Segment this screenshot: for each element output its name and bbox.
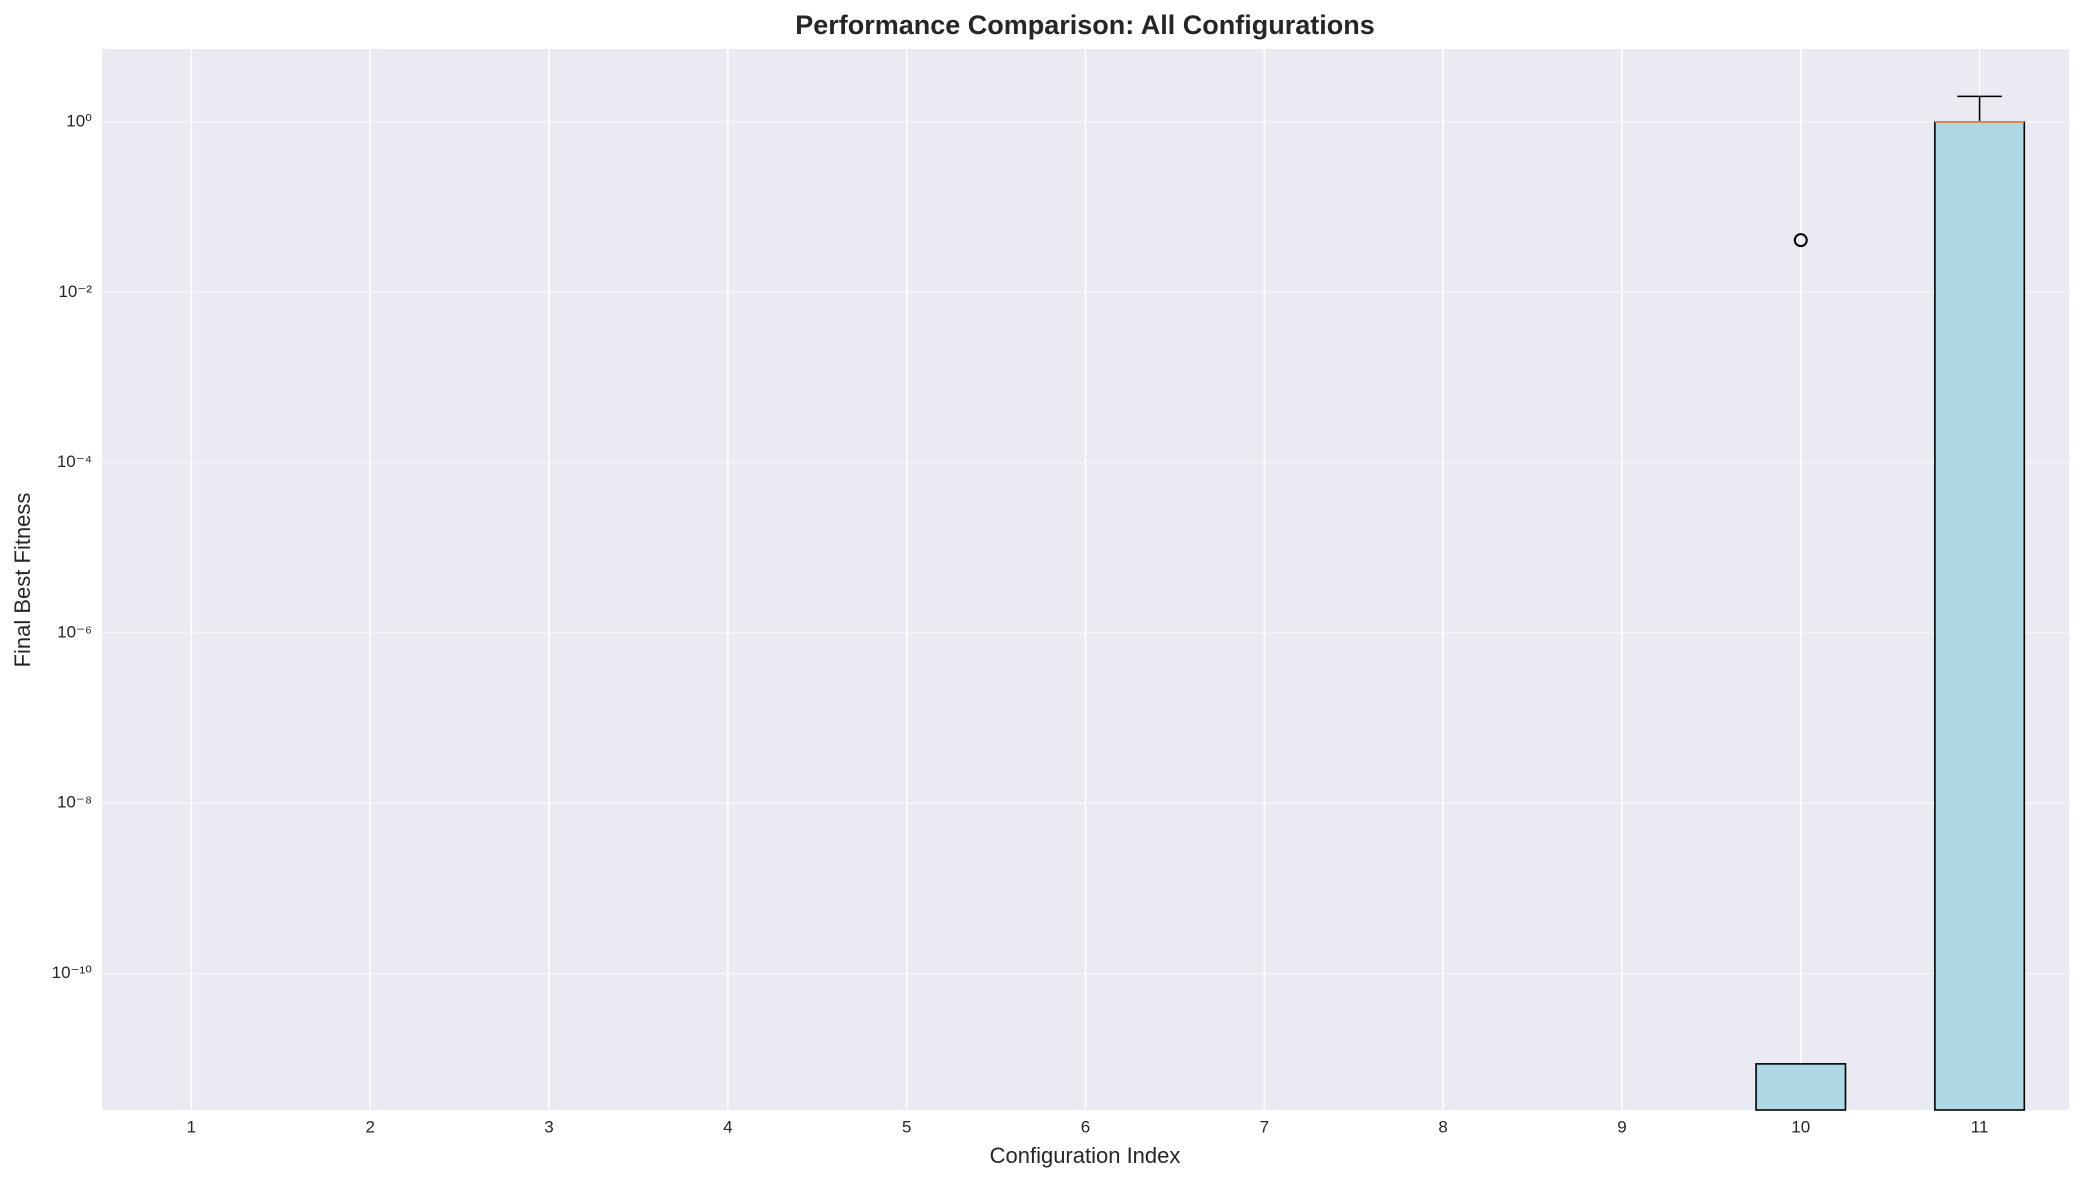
y-axis-label: Final Best Fitness <box>10 493 35 668</box>
x-tick-label: 10 <box>1791 1117 1810 1136</box>
x-tick-label: 11 <box>1971 1117 1989 1136</box>
y-tick-label: 10⁻¹⁰ <box>52 963 93 982</box>
y-tick-label: 10⁻⁶ <box>57 622 92 641</box>
x-tick-label: 4 <box>723 1117 732 1136</box>
chart-title: Performance Comparison: All Configuratio… <box>795 10 1375 40</box>
y-tick-label: 10⁰ <box>66 111 92 130</box>
x-tick-label: 6 <box>1081 1117 1090 1136</box>
x-tick-label: 2 <box>365 1117 374 1136</box>
x-axis-label: Configuration Index <box>990 1143 1181 1168</box>
outlier <box>1793 233 1808 248</box>
y-tick-label: 10⁻⁴ <box>57 452 92 471</box>
x-tick-label: 3 <box>544 1117 553 1136</box>
x-tick-label: 7 <box>1260 1117 1269 1136</box>
box <box>1934 121 2026 1111</box>
y-tick-label: 10⁻⁸ <box>57 793 92 812</box>
box <box>1755 1063 1847 1111</box>
x-tick-label: 5 <box>902 1117 911 1136</box>
x-tick-label: 8 <box>1438 1117 1447 1136</box>
x-tick-label: 1 <box>187 1117 196 1136</box>
x-tick-label: 9 <box>1617 1117 1626 1136</box>
y-tick-label: 10⁻² <box>58 282 92 301</box>
